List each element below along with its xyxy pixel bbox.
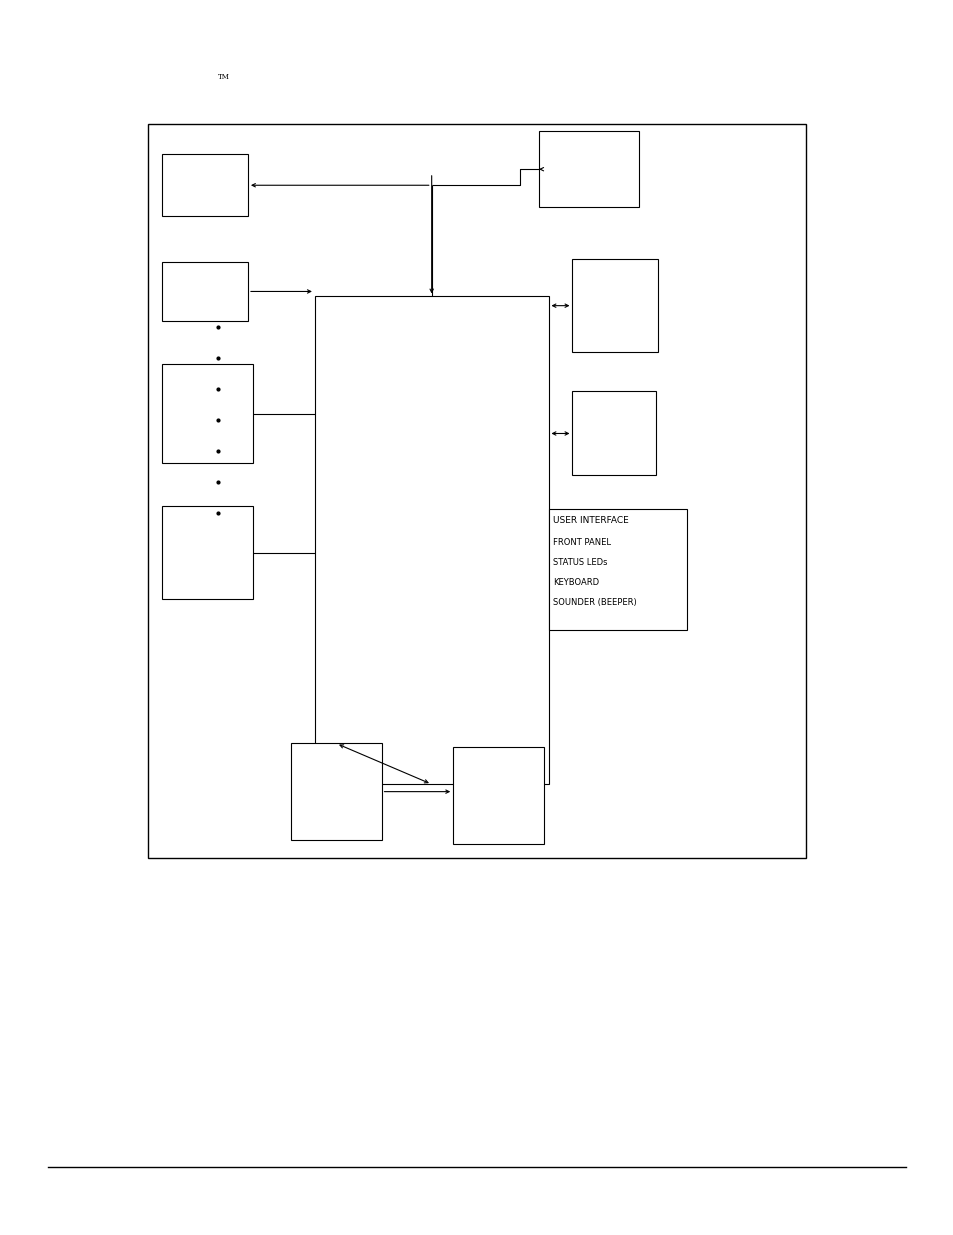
FancyBboxPatch shape <box>572 259 658 352</box>
FancyBboxPatch shape <box>162 154 248 216</box>
Text: KEYBOARD: KEYBOARD <box>553 578 598 587</box>
FancyBboxPatch shape <box>538 131 639 207</box>
FancyBboxPatch shape <box>453 747 543 844</box>
Text: USER INTERFACE: USER INTERFACE <box>553 516 628 525</box>
Text: TM: TM <box>217 73 229 80</box>
FancyBboxPatch shape <box>162 506 253 599</box>
FancyBboxPatch shape <box>162 262 248 321</box>
FancyBboxPatch shape <box>548 509 686 630</box>
FancyBboxPatch shape <box>148 124 805 858</box>
Text: FRONT PANEL: FRONT PANEL <box>553 538 611 547</box>
Text: SOUNDER (BEEPER): SOUNDER (BEEPER) <box>553 598 637 606</box>
FancyBboxPatch shape <box>291 743 381 840</box>
FancyBboxPatch shape <box>314 296 548 784</box>
FancyBboxPatch shape <box>572 391 656 475</box>
Text: STATUS LEDs: STATUS LEDs <box>553 558 607 567</box>
FancyBboxPatch shape <box>162 364 253 463</box>
